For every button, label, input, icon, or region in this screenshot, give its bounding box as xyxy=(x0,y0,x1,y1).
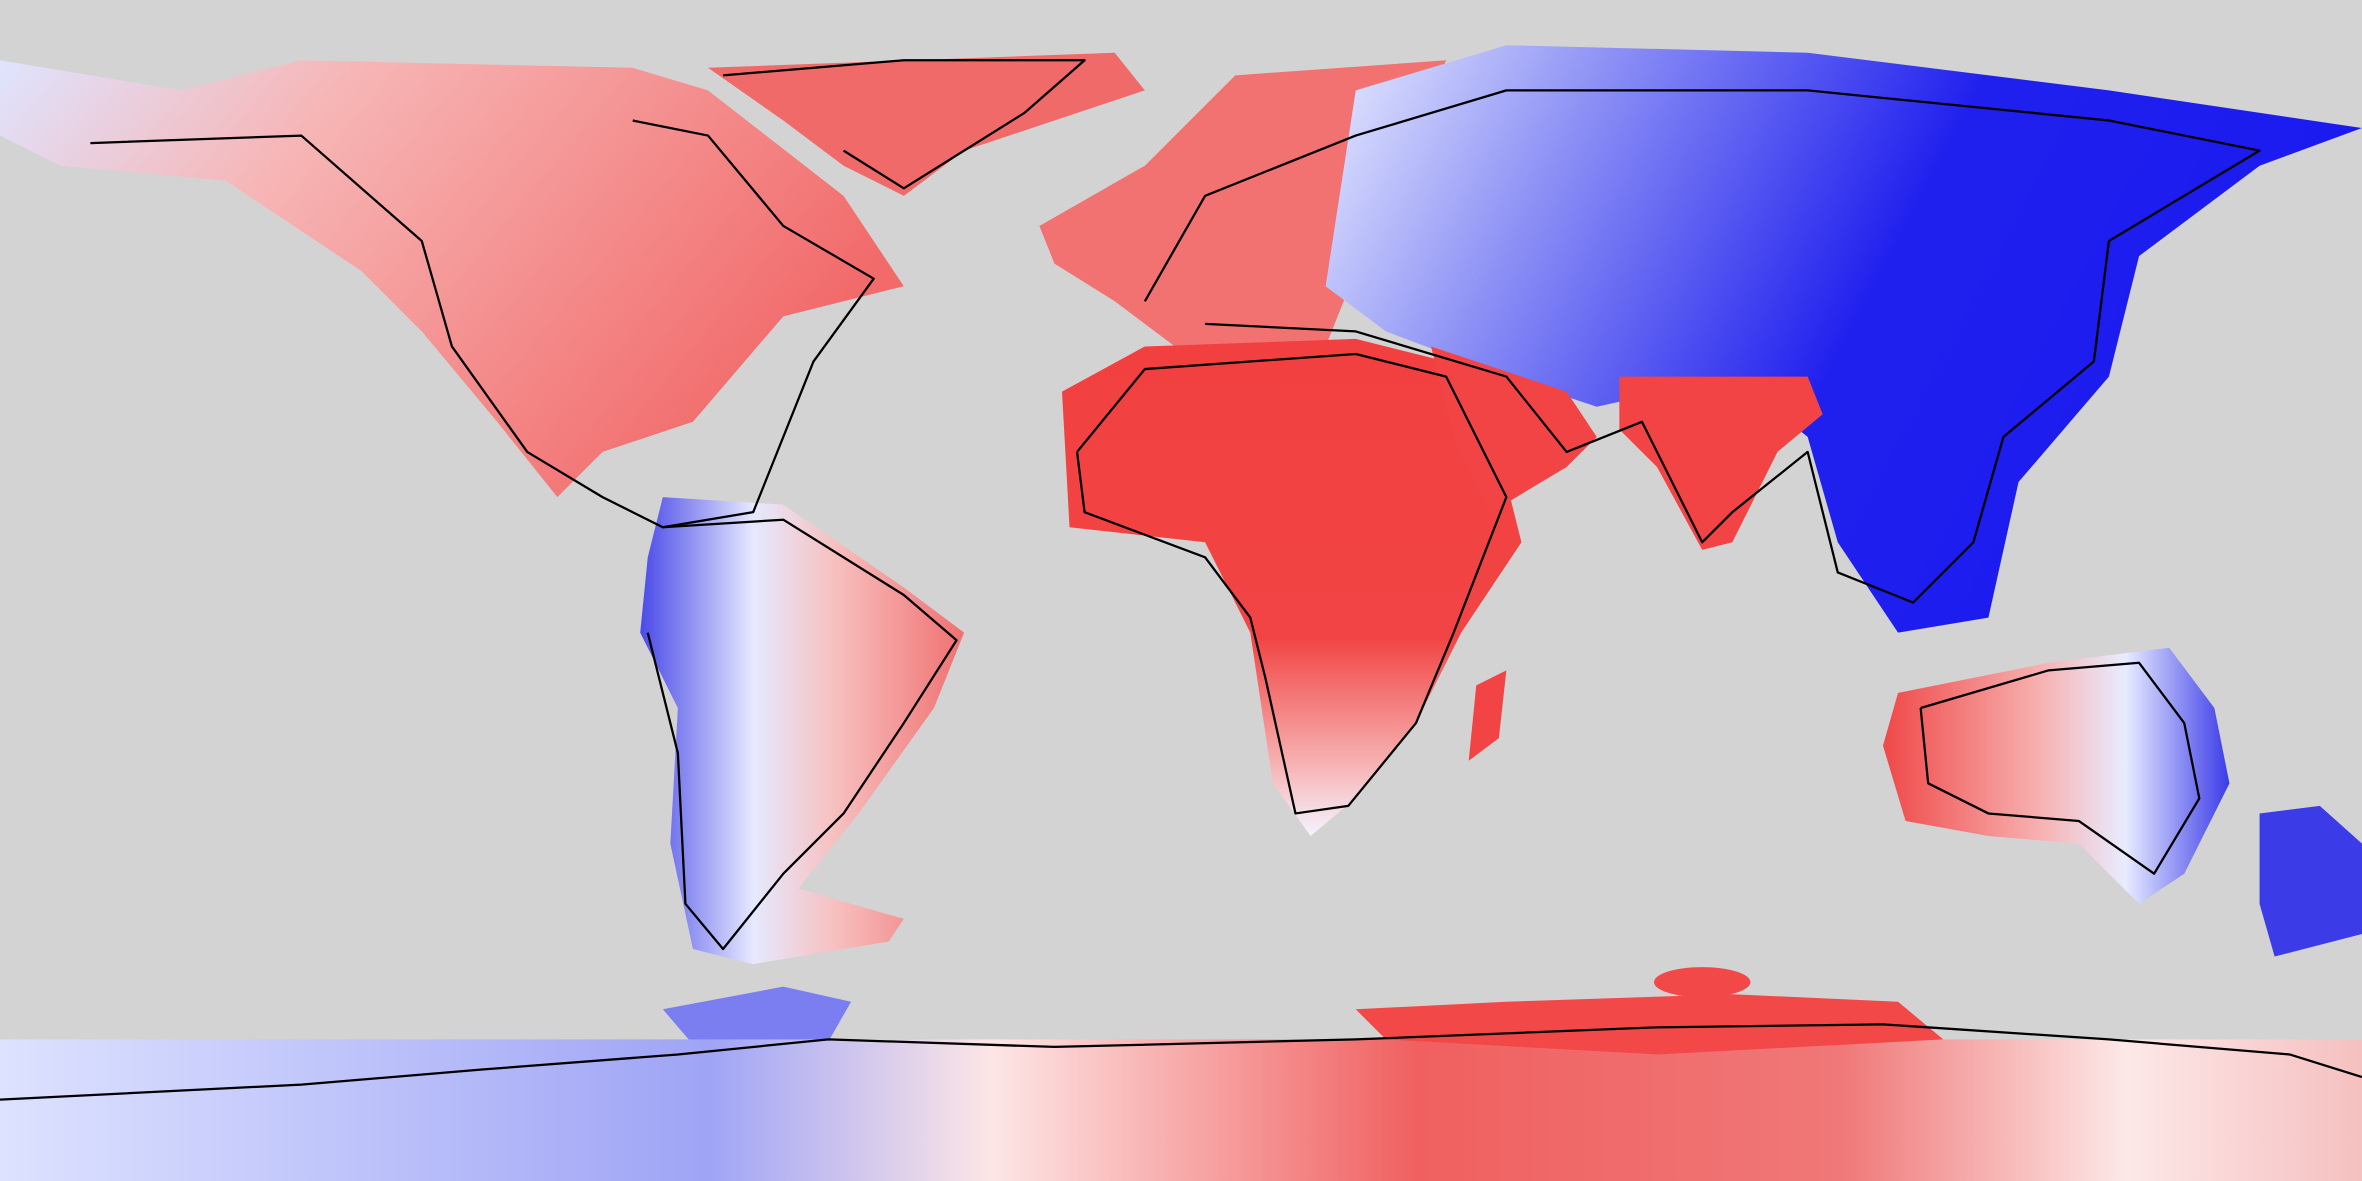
north-america xyxy=(0,60,904,498)
coast-africa xyxy=(1075,352,1508,815)
coast-greenland xyxy=(722,59,1086,190)
new-zealand xyxy=(2259,805,2362,957)
antarctica xyxy=(0,1039,2362,1181)
asia xyxy=(1325,45,2362,633)
coast-eurasia xyxy=(1143,89,2261,604)
iceland xyxy=(1024,147,1093,174)
coast-antarctica xyxy=(0,1023,2362,1101)
regions xyxy=(0,45,2362,1181)
africa xyxy=(1061,338,1522,837)
india xyxy=(1619,376,1823,550)
antarctic-red xyxy=(1355,994,1944,1055)
coastlines xyxy=(0,59,2362,1101)
greenland xyxy=(707,52,1145,196)
australia xyxy=(1882,647,2230,904)
madagascar xyxy=(1468,670,1507,761)
coast-south-america xyxy=(646,518,958,951)
island-red xyxy=(1654,967,1751,998)
arabia xyxy=(1431,346,1597,513)
coast-australia xyxy=(1919,661,2201,875)
south-america xyxy=(640,497,965,965)
